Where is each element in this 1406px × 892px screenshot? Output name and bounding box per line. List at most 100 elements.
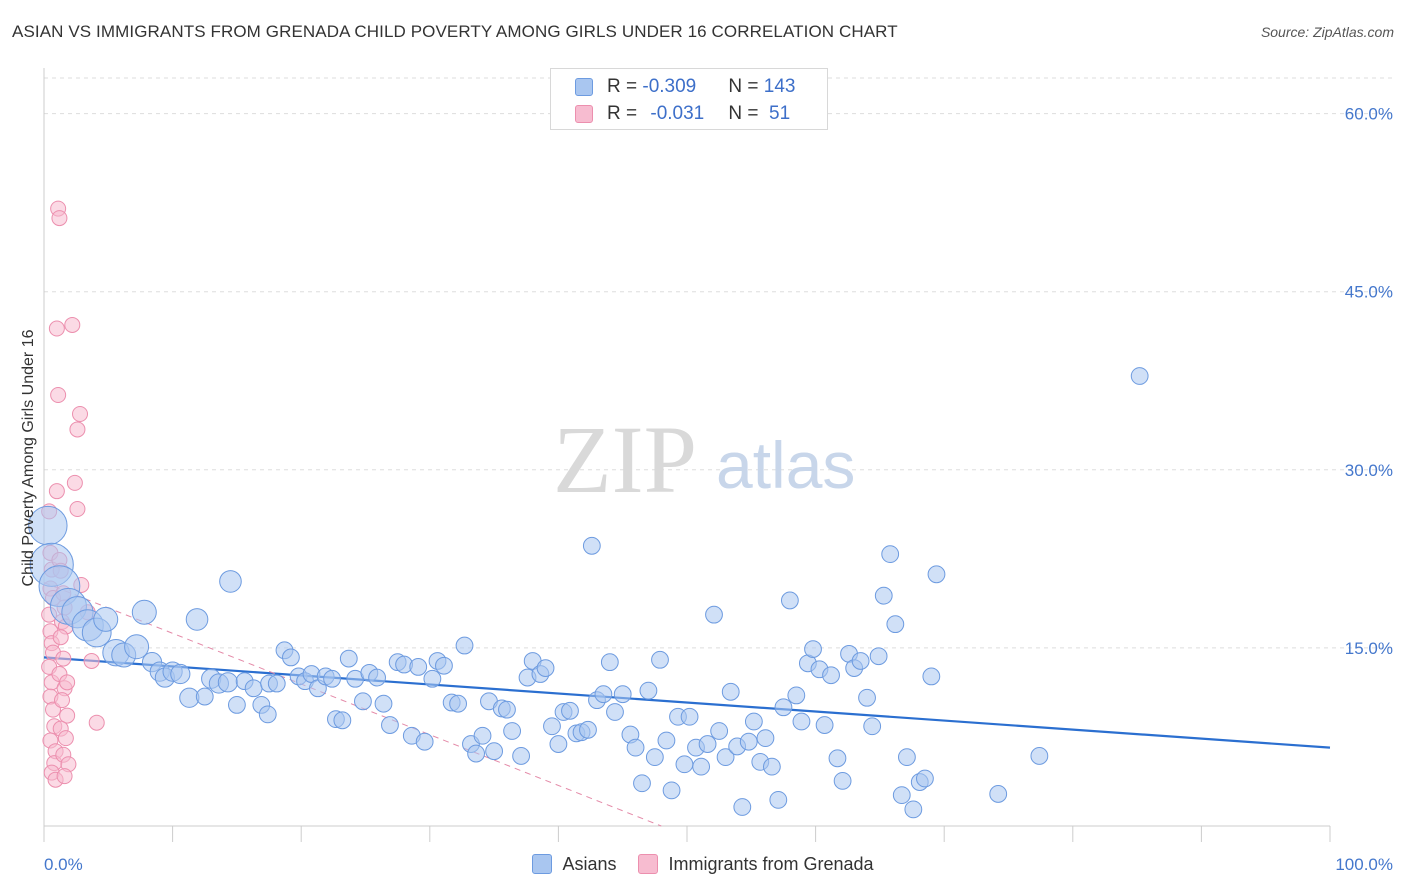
point-grenada-41 — [64, 316, 81, 333]
point-grenada-49 — [88, 714, 105, 731]
legend-swatch-asians — [575, 78, 593, 96]
point-asians-102 — [721, 682, 740, 701]
point-asians-139 — [1030, 747, 1049, 765]
point-asians-43 — [354, 692, 372, 711]
y-axis-title: Child Poverty Among Girls Under 16 — [20, 329, 37, 586]
point-grenada-50 — [59, 674, 76, 691]
point-asians-46 — [374, 694, 393, 713]
point-asians-101 — [716, 748, 735, 767]
point-asians-19 — [195, 687, 214, 706]
point-asians-61 — [473, 726, 492, 745]
point-asians-131 — [892, 786, 911, 805]
legend-item-grenada[interactable]: Immigrants from Grenada — [638, 854, 874, 875]
point-asians-67 — [512, 747, 531, 765]
point-asians-88 — [639, 681, 658, 700]
point-asians-120 — [828, 749, 847, 768]
point-asians-26 — [244, 679, 263, 698]
point-asians-81 — [594, 685, 613, 704]
point-asians-22 — [217, 672, 238, 693]
point-asians-89 — [645, 748, 664, 767]
point-asians-135 — [916, 769, 934, 788]
point-asians-121 — [833, 771, 852, 790]
x-tick-label-max: 100.0% — [1335, 855, 1393, 874]
point-asians-91 — [657, 731, 676, 750]
point-asians-73 — [549, 735, 568, 753]
watermark: ZIP atlas — [553, 406, 855, 513]
trendline-asians-line — [43, 656, 1331, 749]
point-asians-113 — [787, 686, 806, 705]
point-asians-129 — [881, 545, 900, 564]
axes — [43, 68, 1331, 842]
point-asians-57 — [449, 694, 467, 713]
point-asians-45 — [368, 668, 386, 687]
source-credit: Source: ZipAtlas.com — [1260, 24, 1394, 40]
point-asians-66 — [503, 722, 522, 740]
tick-labels: 15.0% 30.0% 45.0% 60.0% 0.0% 100.0% — [44, 105, 1393, 874]
point-asians-38 — [323, 669, 341, 688]
point-asians-51 — [409, 658, 428, 676]
point-asians-138 — [989, 785, 1008, 803]
point-asians-28 — [258, 705, 277, 724]
point-asians-65 — [498, 700, 516, 719]
point-asians-92 — [662, 781, 681, 800]
point-asians-71 — [536, 659, 555, 677]
legend-item-asians[interactable]: Asians — [532, 854, 616, 875]
point-asians-119 — [822, 666, 840, 685]
point-asians-100 — [710, 722, 729, 740]
point-asians-136 — [922, 667, 941, 686]
point-asians-105 — [739, 732, 758, 751]
points-grenada — [41, 200, 105, 788]
legend-label-asians: Asians — [562, 853, 617, 874]
point-asians-110 — [769, 790, 788, 809]
point-asians-87 — [633, 774, 651, 793]
point-asians-40 — [333, 711, 352, 730]
point-asians-11 — [131, 599, 157, 625]
legend-r-value: -0.309 — [642, 76, 697, 97]
trendline-asians — [43, 656, 1331, 749]
point-grenada-40 — [51, 210, 68, 227]
point-asians-75 — [561, 701, 579, 720]
point-grenada-19 — [48, 320, 65, 337]
point-asians-108 — [756, 729, 775, 748]
y-tick-label-2: 45.0% — [1345, 283, 1393, 302]
point-asians-55 — [435, 656, 453, 675]
point-grenada-29 — [55, 650, 72, 667]
point-grenada-20 — [50, 387, 67, 404]
watermark-zip: ZIP — [553, 406, 697, 513]
point-asians-94 — [675, 755, 694, 774]
legend-n-value: 143 — [763, 76, 796, 97]
point-grenada-44 — [66, 474, 83, 491]
y-tick-label-0: 15.0% — [1345, 639, 1393, 658]
grid-lines — [44, 77, 1394, 649]
correlation-legend: R = -0.309 N = 143 R = -0.031 N = 51 — [550, 68, 828, 130]
point-asians-126 — [863, 717, 882, 736]
point-asians-53 — [423, 669, 442, 688]
point-asians-130 — [886, 615, 905, 634]
point-grenada-35 — [57, 730, 74, 747]
point-asians-83 — [606, 703, 624, 721]
point-asians-112 — [780, 591, 799, 610]
points-asians — [28, 367, 1149, 819]
series-legend: Asians Immigrants from Grenada — [0, 852, 1406, 876]
point-asians-114 — [792, 712, 811, 731]
watermark-atlas: atlas — [716, 428, 855, 502]
point-asians-95 — [680, 707, 699, 726]
point-grenada-28 — [52, 629, 69, 646]
point-asians-106 — [744, 712, 763, 731]
point-asians-18 — [185, 608, 209, 631]
point-asians-137 — [927, 565, 946, 584]
y-tick-label-1: 30.0% — [1345, 461, 1393, 480]
point-asians-116 — [804, 640, 822, 658]
point-asians-47 — [381, 716, 399, 734]
point-asians-109 — [762, 757, 781, 776]
point-asians-30 — [267, 674, 286, 693]
point-asians-127 — [869, 647, 888, 666]
point-asians-104 — [733, 798, 752, 816]
point-asians-58 — [455, 636, 474, 655]
point-grenada-21 — [48, 483, 65, 500]
point-asians-111 — [774, 698, 793, 717]
point-asians-60 — [467, 744, 485, 763]
x-tick-label-min: 0.0% — [44, 855, 83, 874]
point-asians-52 — [415, 732, 434, 751]
point-asians-16 — [170, 663, 191, 685]
